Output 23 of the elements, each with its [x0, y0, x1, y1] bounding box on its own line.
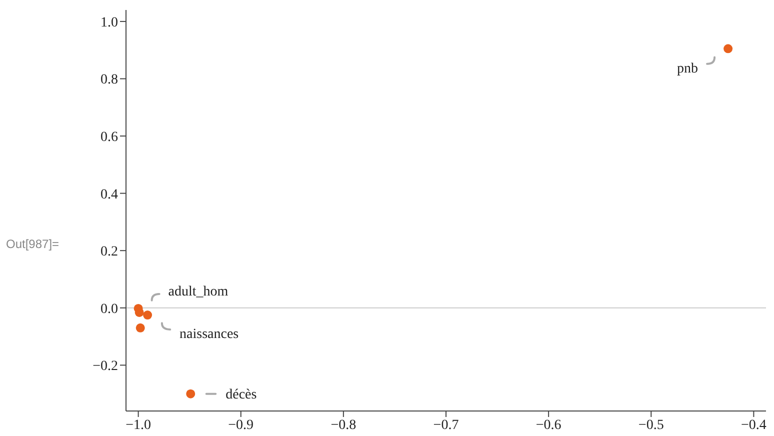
y-tick-label: 1.0 [100, 15, 118, 30]
point [143, 310, 152, 320]
annotation: naissances [180, 326, 239, 342]
x-tick-label: −1.0 [126, 418, 152, 433]
y-tick-label: 0.6 [100, 130, 118, 145]
annotation: adult_hom [168, 284, 228, 300]
point [186, 389, 196, 398]
point [136, 323, 145, 332]
x-tick-label: −0.6 [536, 418, 562, 433]
y-tick-label: 0.0 [100, 302, 118, 317]
y-tick-label: 0.4 [100, 187, 118, 202]
point [724, 44, 733, 54]
annotation: décès [226, 388, 257, 403]
annotation: pnb [677, 62, 698, 77]
x-tick-label: −0.4 [740, 418, 766, 433]
text: Out[987]= [6, 237, 60, 251]
x-tick-label: −0.5 [638, 418, 664, 433]
x-tick-label: −0.7 [433, 418, 459, 433]
x-tick-label: −0.9 [228, 418, 254, 433]
y-tick-label: 0.2 [100, 244, 118, 260]
y-tick-label: 0.8 [100, 72, 118, 88]
y-tick-label: −0.2 [92, 359, 118, 374]
x-tick-label: −0.8 [330, 418, 356, 433]
